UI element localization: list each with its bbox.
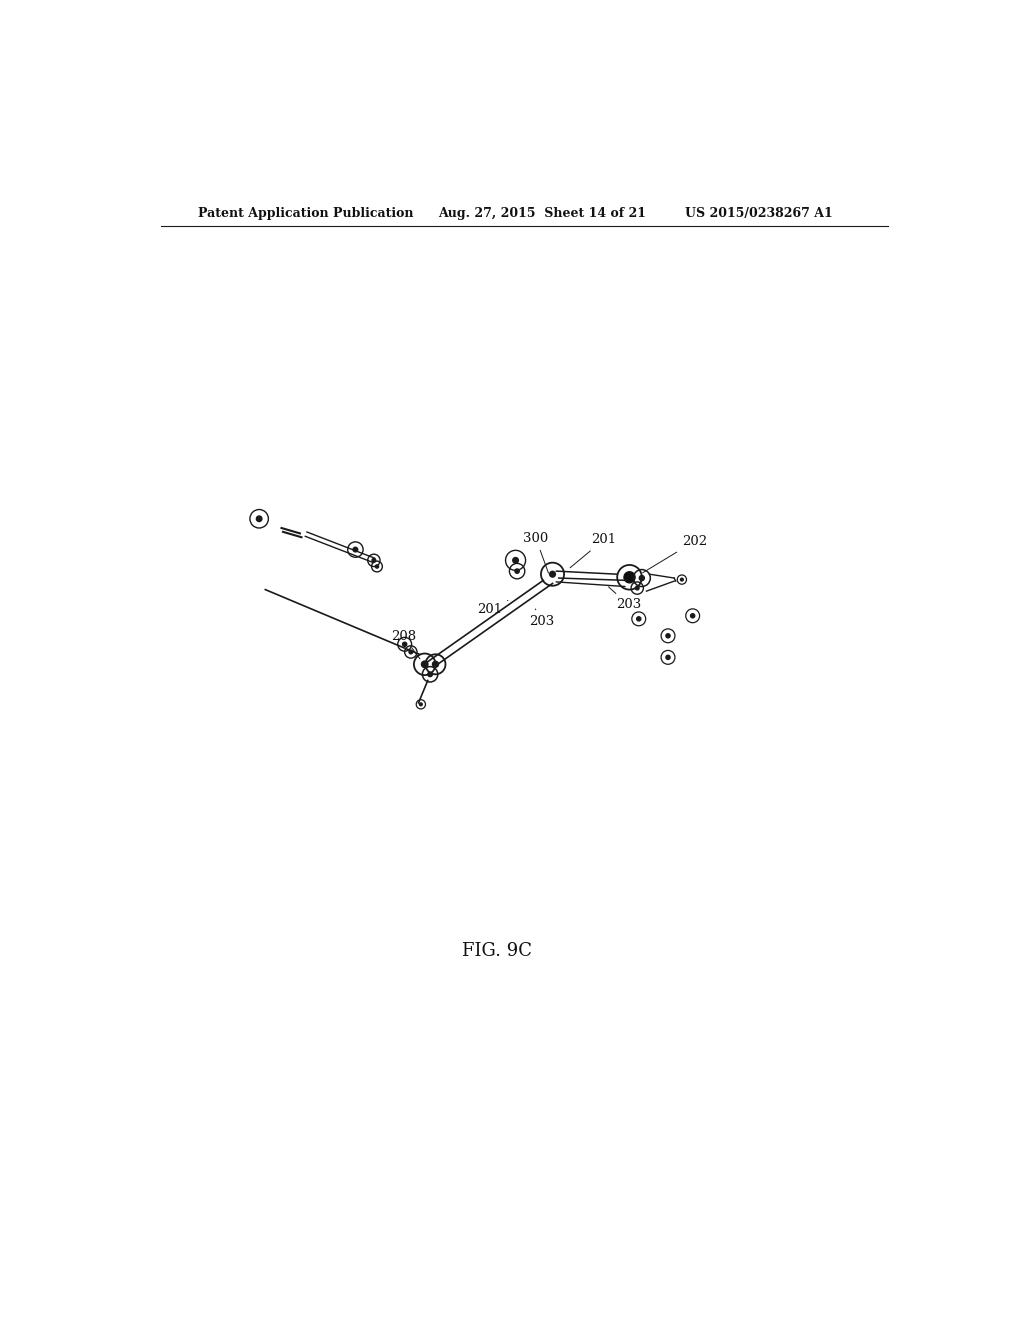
Text: 202: 202 xyxy=(643,535,707,573)
Circle shape xyxy=(372,558,376,562)
Circle shape xyxy=(635,586,639,590)
Text: 203: 203 xyxy=(529,609,555,628)
Text: US 2015/0238267 A1: US 2015/0238267 A1 xyxy=(685,207,833,220)
Text: 203: 203 xyxy=(608,587,641,611)
Circle shape xyxy=(420,704,422,706)
Circle shape xyxy=(422,661,428,668)
Circle shape xyxy=(432,661,438,668)
Circle shape xyxy=(256,516,262,521)
Circle shape xyxy=(513,557,518,564)
Text: 201: 201 xyxy=(477,601,508,615)
Text: 201: 201 xyxy=(570,533,616,568)
Circle shape xyxy=(515,569,519,573)
Circle shape xyxy=(690,614,694,618)
Circle shape xyxy=(637,616,641,620)
Circle shape xyxy=(402,643,407,647)
Text: Patent Application Publication: Patent Application Publication xyxy=(199,207,414,220)
Circle shape xyxy=(376,565,379,568)
Circle shape xyxy=(550,572,555,577)
Text: 208: 208 xyxy=(391,630,420,659)
Circle shape xyxy=(666,655,670,660)
Text: Aug. 27, 2015  Sheet 14 of 21: Aug. 27, 2015 Sheet 14 of 21 xyxy=(438,207,646,220)
Circle shape xyxy=(639,576,644,581)
Circle shape xyxy=(666,634,670,638)
Circle shape xyxy=(624,572,635,583)
Text: FIG. 9C: FIG. 9C xyxy=(462,942,531,961)
Circle shape xyxy=(353,548,357,552)
Circle shape xyxy=(681,578,683,581)
Text: 300: 300 xyxy=(523,532,549,573)
Circle shape xyxy=(428,672,432,677)
Circle shape xyxy=(409,651,413,653)
